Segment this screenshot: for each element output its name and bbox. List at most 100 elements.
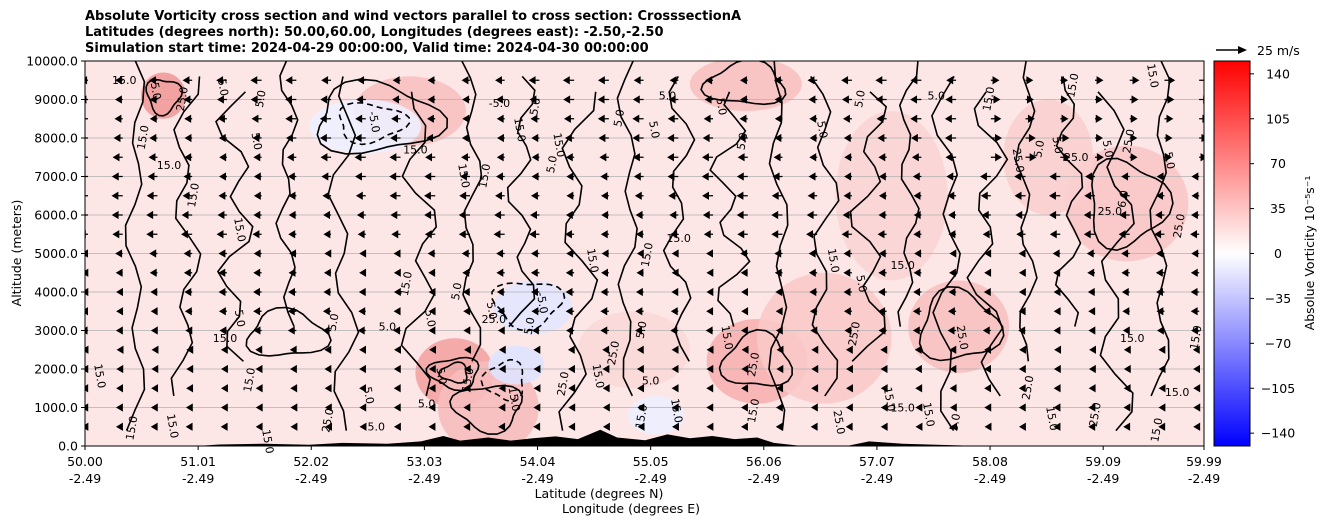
wind-vector [493, 230, 505, 239]
wind-vector [983, 307, 991, 316]
wind-vector [915, 384, 923, 393]
wind-vector [597, 114, 609, 123]
wind-vector [913, 191, 922, 200]
wind-vector [393, 268, 401, 277]
wind-vector [1053, 307, 1061, 316]
wind-vector [393, 307, 401, 316]
colorbar-tick-label: −35 [1265, 291, 1291, 306]
wind-vector [846, 384, 853, 393]
wind-vector [1129, 153, 1138, 162]
wind-vector [325, 422, 332, 431]
contour-label: 15.0 [890, 259, 915, 272]
wind-vector [464, 345, 471, 354]
wind-vector [1156, 249, 1165, 258]
contour-label: 15.0 [639, 242, 656, 268]
wind-vector [948, 210, 957, 220]
wind-vector [186, 384, 194, 393]
wind-vector [181, 210, 193, 220]
wind-vector [637, 384, 645, 393]
wind-vector [671, 287, 679, 297]
wind-vector [1129, 95, 1139, 104]
wind-vector [251, 114, 262, 123]
wind-vector [1025, 114, 1035, 123]
colorbar-tick-label: 0 [1274, 246, 1282, 261]
wind-vector [741, 345, 749, 354]
wind-vector [394, 345, 401, 354]
quiver-key-label: 25 m/s [1257, 43, 1300, 58]
wind-vector [530, 249, 540, 258]
wind-vector [775, 422, 783, 431]
wind-vector [218, 249, 227, 258]
contour-label: 5.0 [449, 282, 465, 301]
wind-vector [601, 249, 609, 258]
contour-label: 5.0 [735, 131, 751, 150]
wind-vector [808, 172, 818, 181]
wind-vector [1025, 133, 1036, 143]
wind-vector [944, 133, 957, 143]
wind-vector [1049, 210, 1061, 220]
wind-vector [496, 268, 505, 277]
contour-label: 15.0 [718, 324, 735, 350]
contour-label: 15.0 [506, 386, 523, 412]
wind-vector [1088, 422, 1096, 431]
wind-vector [568, 364, 575, 374]
contour-label: 5.0 [215, 78, 231, 97]
wind-vector [323, 210, 332, 220]
wind-vector [149, 268, 158, 277]
wind-vector [1199, 76, 1204, 85]
wind-vector [462, 95, 470, 104]
wind-vector [393, 364, 401, 374]
wind-vector [671, 384, 679, 393]
wind-vector [775, 307, 783, 316]
wind-vector [529, 230, 540, 239]
wind-vector [497, 307, 505, 316]
wind-vector [427, 249, 436, 258]
wind-vector [602, 364, 610, 374]
wind-vector [149, 133, 158, 143]
wind-vector [116, 384, 124, 393]
wind-vector [1025, 76, 1034, 85]
title-line-2: Latitudes (degrees north): 50.00,60.00, … [85, 25, 664, 40]
wind-vector [1015, 210, 1026, 220]
wind-vector [1014, 172, 1026, 181]
contour-label: 5.0 [1031, 139, 1047, 158]
wind-vector [393, 249, 401, 258]
wind-vector [149, 76, 158, 85]
wind-vector [253, 307, 262, 316]
wind-vector [85, 76, 88, 85]
wind-vector [841, 230, 852, 239]
wind-vector [600, 326, 609, 335]
wind-vector [85, 175, 88, 178]
wind-vector [1053, 364, 1061, 374]
wind-vector [983, 287, 991, 297]
wind-vector [878, 172, 887, 181]
field-patch [757, 272, 892, 404]
y-tick-label: 4000.0 [34, 285, 78, 300]
wind-vector [875, 76, 887, 85]
wind-vector [428, 364, 436, 374]
wind-vector [146, 191, 158, 200]
wind-vector [911, 153, 922, 162]
wind-vector [531, 133, 540, 143]
wind-vector [530, 114, 540, 123]
contour-label: 5.0 [853, 274, 869, 293]
wind-vector [531, 326, 540, 335]
contour-line [931, 75, 961, 432]
wind-vector [1191, 249, 1200, 258]
wind-vector [151, 384, 159, 393]
wind-vector [739, 114, 748, 123]
title-line-3: Simulation start time: 2024-04-29 00:00:… [85, 41, 649, 56]
wind-vector [253, 172, 262, 181]
wind-vector [740, 76, 748, 85]
wind-vector [844, 153, 852, 162]
title-line-1: Absolute Vorticity cross section and win… [85, 9, 741, 24]
wind-vector [566, 326, 575, 335]
wind-vector [1158, 422, 1166, 431]
contour-label: 6.0 [1115, 189, 1131, 208]
wind-vector [114, 95, 123, 104]
wind-vector [220, 403, 228, 412]
wind-vector [426, 133, 436, 143]
wind-vector [878, 268, 887, 277]
x-tick-label-lon: -2.49 [182, 471, 214, 486]
wind-vector [495, 191, 505, 200]
